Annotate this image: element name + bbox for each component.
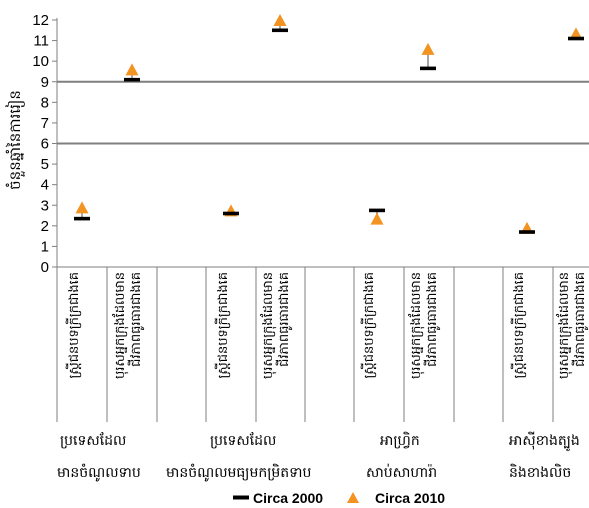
category-label-6: ស្ត្រីជនបទក្រីក្រជាងគេ <box>510 272 527 379</box>
group-label-0-line-1: ប្រទេសដែល <box>60 432 126 449</box>
category-label-3: បុរសអ្នកក្រុងដែលមានជីវភាពធូរធារជាងគេ <box>259 272 293 379</box>
marker-circa-2000-6 <box>519 230 535 234</box>
marker-circa-2000-1 <box>124 77 140 82</box>
marker-circa-2000-7 <box>568 36 584 41</box>
group-label-0-line-2: មានចំណូលទាប <box>57 463 141 482</box>
marker-circa-2010-7 <box>569 27 583 40</box>
group-label-1-line-2: មានចំណូលមធ្យមកម្រិតទាប <box>166 463 312 482</box>
group-label-2-line-1: អាហ្វ្រិក <box>380 431 420 449</box>
y-tick-label-6: 6 <box>41 136 49 153</box>
category-label-2: ស្ត្រីជនបទក្រីក្រជាងគេ <box>214 272 231 379</box>
legend: Circa 2000 Circa 2010 <box>233 490 445 506</box>
marker-circa-2000-5 <box>420 66 436 71</box>
category-label-4: ស្ត្រីជនបទក្រីក្រជាងគេ <box>360 272 377 379</box>
y-tick-label-12: 12 <box>32 12 49 29</box>
marker-circa-2000-4 <box>369 208 385 213</box>
category-label-0: ស្ត្រីជនបទក្រីក្រជាងគេ <box>65 272 82 379</box>
marker-circa-2000-0 <box>74 216 90 221</box>
y-tick-label-10: 10 <box>32 53 49 70</box>
category-label-7: បុរសអ្នកក្រុងដែលមានជីវភាពធូរធារជាងគេ <box>555 272 589 379</box>
y-tick-label-1: 1 <box>41 238 49 255</box>
legend-label-circa-2000: Circa 2000 <box>253 490 323 506</box>
marker-circa-2010-5 <box>421 42 435 55</box>
legend-swatch-circa-2000 <box>233 495 249 500</box>
marker-circa-2010-1 <box>125 63 139 76</box>
y-tick-label-0: 0 <box>41 259 49 276</box>
category-label-5: បុរសអ្នកក្រុងដែលមានជីវភាពធូរធារជាងគេ <box>407 272 441 379</box>
y-tick-label-4: 4 <box>41 177 49 194</box>
y-tick-label-7: 7 <box>41 115 49 132</box>
y-tick-label-9: 9 <box>41 74 49 91</box>
group-label-3-line-1: អាស៊ីខាងត្បូង <box>509 431 580 452</box>
y-axis-label: ចំនួនឆ្នាំនៃការរៀន <box>5 90 25 190</box>
y-tick-label-8: 8 <box>41 94 49 111</box>
marker-circa-2000-3 <box>272 28 288 33</box>
change-connectors <box>81 21 577 233</box>
y-tick-label-5: 5 <box>41 156 49 173</box>
x-axis <box>56 266 589 422</box>
group-label-1-line-1: ប្រទេសដែល <box>210 432 276 449</box>
marker-circa-2000-2 <box>223 211 239 216</box>
group-label-2-line-2: សាប់សាហារ៉ា <box>366 463 437 481</box>
group-labels: ប្រទេសដែលមានចំណូលទាប ប្រទេសដែលមានចំណូលមធ្… <box>57 431 580 482</box>
y-tick-label-11: 11 <box>33 33 49 50</box>
y-tick-label-3: 3 <box>41 197 49 214</box>
group-label-3-line-2: និងខាងលិច <box>509 463 571 481</box>
category-labels: ស្ត្រីជនបទក្រីក្រជាងគេ បុរសអ្នកក្រុងដែលមា… <box>65 272 589 379</box>
marker-circa-2010-3 <box>273 14 287 27</box>
marker-circa-2010-4 <box>370 212 384 225</box>
reference-lines <box>57 80 589 145</box>
y-tick-label-2: 2 <box>41 218 49 235</box>
legend-label-circa-2010: Circa 2010 <box>375 490 445 506</box>
data-marks <box>74 14 584 234</box>
marker-circa-2010-0 <box>75 201 89 214</box>
category-label-1: បុរសអ្នកក្រុងដែលមានជីវភាពធូរធារជាងគេ <box>111 272 145 379</box>
legend-swatch-circa-2010 <box>347 492 359 503</box>
